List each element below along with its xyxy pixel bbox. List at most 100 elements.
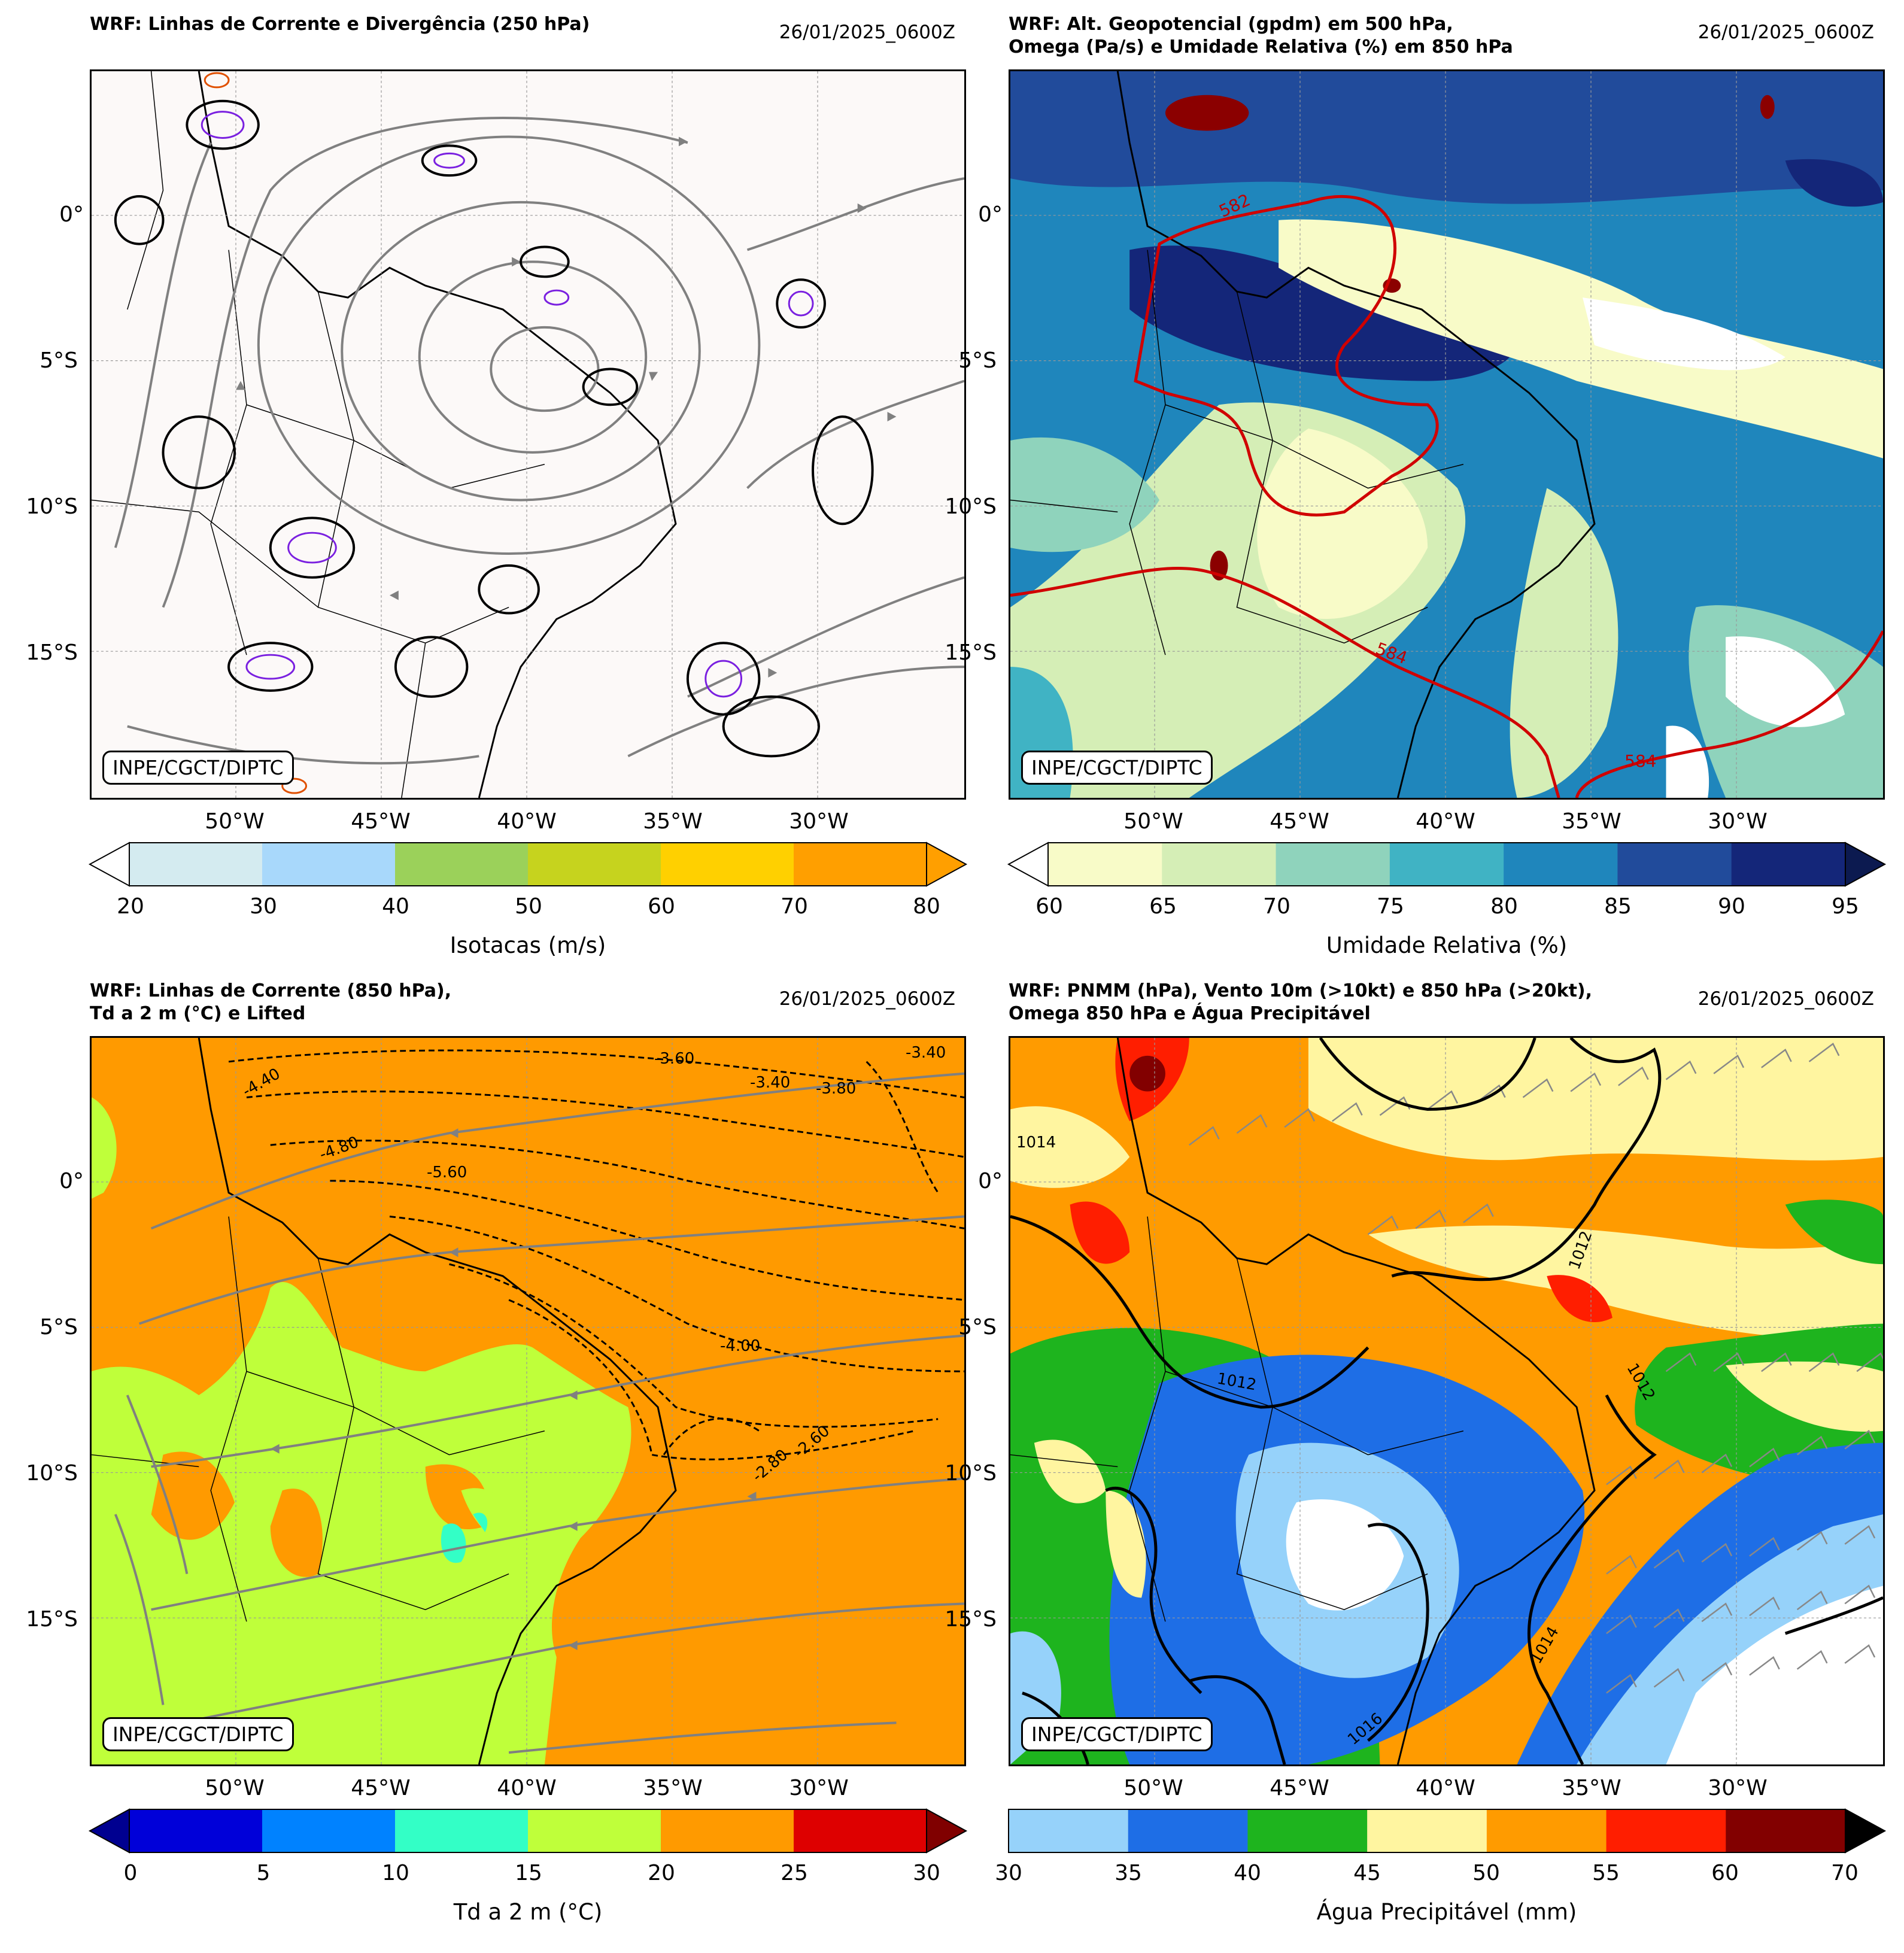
- colorbar-svg: [1008, 1808, 1887, 1854]
- colorbar-bin: [1606, 1809, 1726, 1852]
- colorbar-tick: 60: [1711, 1861, 1739, 1885]
- lat-label: 15°S: [945, 640, 997, 665]
- colorbar-tick: 0: [123, 1861, 138, 1885]
- colorbar-tick: 15: [515, 1861, 542, 1885]
- gridlines: [92, 1038, 964, 1764]
- lat-label: 5°S: [958, 348, 997, 373]
- lat-label: 15°S: [945, 1607, 997, 1632]
- colorbar-bin: [262, 843, 396, 886]
- panel-date: 26/01/2025_0600Z: [1697, 988, 1874, 1010]
- credit-badge: INPE/CGCT/DIPTC: [1021, 751, 1213, 785]
- coastline: [198, 71, 677, 798]
- map-svg: [1010, 71, 1883, 798]
- colorbar-tick: 30: [250, 894, 277, 919]
- colorbar-label: Isotacas (m/s): [450, 933, 606, 958]
- lon-label: 50°W: [205, 1776, 265, 1800]
- credit-badge: INPE/CGCT/DIPTC: [102, 751, 294, 785]
- streamlines: [114, 1072, 964, 1754]
- colorbar-bin: [1731, 843, 1846, 886]
- colorbar-tick: 30: [995, 1861, 1022, 1885]
- coastline: [198, 1038, 677, 1764]
- panel-title: WRF: Linhas de Corrente (850 hPa), Td a …: [90, 980, 452, 1024]
- streamlines: [114, 117, 964, 765]
- colorbar-bin: [794, 843, 927, 886]
- contour-label: -3.60: [654, 1050, 695, 1068]
- panel-geopotential-500hpa: WRF: Alt. Geopotencial (gpdm) em 500 hPa…: [919, 0, 1887, 976]
- colorbar-tick: 50: [1472, 1861, 1500, 1885]
- colorbar-tick: 95: [1832, 894, 1859, 919]
- coastline: [1116, 1038, 1596, 1764]
- map-svg: [1010, 1038, 1883, 1764]
- dewpoint-fill: [92, 1097, 631, 1764]
- colorbar-outline: [1008, 1809, 1846, 1853]
- colorbar-tick: 20: [117, 894, 144, 919]
- lon-label: 30°W: [1708, 1776, 1768, 1800]
- colorbar-bin: [1247, 1809, 1368, 1852]
- lon-label: 45°W: [351, 809, 411, 834]
- map-plot: 1012 1012 1012 1014 1016 1014 INPE/CGCT/…: [1009, 1036, 1885, 1766]
- map-plot: INPE/CGCT/DIPTC: [90, 69, 966, 800]
- lat-label: 5°S: [958, 1315, 997, 1340]
- colorbar-tick: 20: [648, 1861, 675, 1885]
- isobars: [1010, 1038, 1883, 1764]
- colorbar-tick: 30: [913, 1861, 940, 1885]
- colorbar-bin: [262, 1809, 396, 1852]
- credit-badge: INPE/CGCT/DIPTC: [102, 1717, 294, 1751]
- colorbar-outline: [1047, 842, 1846, 886]
- lifted-contours: [228, 1049, 964, 1460]
- credit-badge: INPE/CGCT/DIPTC: [1021, 1717, 1213, 1751]
- lat-label: 10°S: [945, 1461, 997, 1486]
- colorbar-bin: [129, 1809, 263, 1852]
- colorbar-bin: [1504, 843, 1618, 886]
- colorbar-extend-max: [1845, 1808, 1887, 1854]
- colorbar-bin: [794, 1809, 927, 1852]
- lon-label: 50°W: [1123, 809, 1183, 834]
- colorbar-bin: [395, 1809, 529, 1852]
- panel-streamlines-850hpa: WRF: Linhas de Corrente (850 hPa), Td a …: [0, 967, 968, 1943]
- jet-core: [204, 72, 308, 794]
- lat-label: 0°: [59, 1169, 84, 1193]
- colorbar-label: Umidade Relativa (%): [1326, 933, 1568, 958]
- colorbar-tick: 10: [382, 1861, 409, 1885]
- lon-label: 45°W: [1270, 1776, 1329, 1800]
- colorbar-bin: [1617, 843, 1732, 886]
- coastline: [1116, 71, 1596, 798]
- colorbar-tick: 70: [1831, 1861, 1859, 1885]
- lon-label: 45°W: [351, 1776, 411, 1800]
- contour-label: -3.40: [750, 1074, 791, 1092]
- panel-mslp-precipitable-water: WRF: PNMM (hPa), Vento 10m (>10kt) e 850…: [919, 967, 1887, 1943]
- map-plot: -4.40 -4.80 -5.60 -3.60 -3.40 -3.80 -4.0…: [90, 1036, 966, 1766]
- lon-label: 30°W: [789, 809, 849, 834]
- panel-date: 26/01/2025_0600Z: [779, 988, 955, 1010]
- panel-title: WRF: Linhas de Corrente e Divergência (2…: [90, 14, 590, 35]
- colorbar-bin: [1128, 1809, 1248, 1852]
- lat-label: 5°S: [40, 348, 78, 373]
- panel-title: WRF: PNMM (hPa), Vento 10m (>10kt) e 850…: [1009, 980, 1593, 1024]
- colorbar: [1007, 842, 1887, 887]
- lon-label: 35°W: [1562, 809, 1621, 834]
- colorbar-svg: [88, 1808, 968, 1854]
- colorbar-tick: 25: [781, 1861, 808, 1885]
- lat-label: 0°: [59, 202, 84, 227]
- lat-label: 0°: [978, 202, 1003, 227]
- colorbar-tick: 75: [1377, 894, 1404, 919]
- streamline-arrows: [236, 136, 897, 678]
- colorbar-outline: [129, 842, 927, 886]
- divergence-contours: [114, 99, 874, 758]
- lat-label: 5°S: [40, 1315, 78, 1340]
- state-borders: [92, 71, 545, 798]
- colorbar-bin: [528, 843, 661, 886]
- lat-label: 10°S: [26, 1461, 78, 1486]
- colorbar-tick: 60: [648, 894, 675, 919]
- gridlines: [92, 71, 964, 798]
- colorbar-tick: 60: [1035, 894, 1063, 919]
- panel-title: WRF: Alt. Geopotencial (gpdm) em 500 hPa…: [1009, 14, 1513, 57]
- lat-label: 0°: [978, 1169, 1003, 1193]
- lat-label: 10°S: [945, 494, 997, 519]
- colorbar-tick: 50: [515, 894, 542, 919]
- lon-label: 40°W: [1416, 1776, 1475, 1800]
- map-svg: [92, 71, 964, 798]
- state-borders: [1010, 250, 1464, 655]
- colorbar-outline: [129, 1809, 927, 1853]
- panel-date: 26/01/2025_0600Z: [1697, 22, 1874, 43]
